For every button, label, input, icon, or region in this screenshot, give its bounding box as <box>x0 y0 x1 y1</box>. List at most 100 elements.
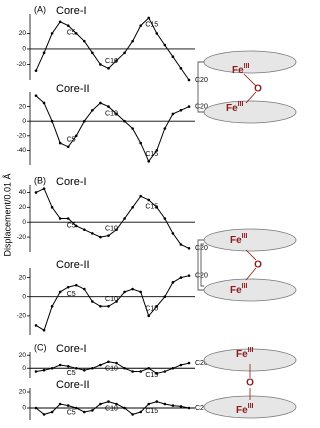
data-point <box>91 409 94 412</box>
atom-label: C15 <box>145 372 158 379</box>
data-point <box>42 368 46 372</box>
atom-label: C5 <box>67 370 76 377</box>
data-point <box>66 285 70 289</box>
data-point <box>163 295 167 299</box>
data-point <box>123 119 126 123</box>
data-point <box>123 217 126 220</box>
data-line <box>35 95 190 163</box>
data-point <box>179 363 183 367</box>
data-point <box>163 43 167 47</box>
data-point <box>147 402 151 406</box>
panel-label: (A) <box>34 4 46 14</box>
data-point <box>34 324 38 327</box>
data-point <box>163 127 167 130</box>
data-point <box>74 32 78 35</box>
data-point <box>99 363 102 367</box>
bridge-label: O <box>246 378 254 389</box>
data-point <box>171 281 175 284</box>
data-point <box>155 206 159 209</box>
data-point <box>74 366 78 370</box>
atom-label: C15 <box>145 151 158 158</box>
bond <box>243 73 257 87</box>
data-point <box>171 404 175 407</box>
disk <box>203 50 297 74</box>
metal: Fe <box>226 103 238 114</box>
data-point <box>99 63 102 66</box>
atom-label: C20 <box>195 103 208 110</box>
y-tick-label: -20 <box>17 133 27 140</box>
data-point <box>131 413 134 416</box>
metal-label: FeIII <box>236 347 254 360</box>
atom-label: C10 <box>105 296 118 303</box>
data-point <box>139 370 142 373</box>
chart-title: Core-II <box>56 379 90 391</box>
data-point <box>50 32 54 35</box>
connector <box>197 239 204 291</box>
data-point <box>115 228 118 231</box>
data-point <box>147 366 151 370</box>
data-point <box>187 246 191 250</box>
data-point <box>66 404 70 407</box>
atom-label: C5 <box>67 291 76 298</box>
data-point <box>179 276 183 279</box>
data-point <box>131 39 134 43</box>
data-point <box>58 402 62 406</box>
chart-title: Core-I <box>56 5 87 17</box>
y-tick-label: 0 <box>22 293 26 300</box>
data-point <box>155 32 159 35</box>
atom-label: C20 <box>195 77 208 84</box>
y-tick-label: 0 <box>22 405 26 412</box>
data-point <box>99 402 102 406</box>
atom-label: C10 <box>105 225 118 232</box>
oxidation: III <box>242 283 248 290</box>
y-tick-label: -20 <box>17 61 27 68</box>
data-line <box>35 188 190 249</box>
data-point <box>107 400 110 403</box>
disk <box>203 100 297 124</box>
atom-label: C15 <box>145 22 158 29</box>
data-point <box>179 67 183 70</box>
atom-label: C5 <box>67 137 76 144</box>
chart-title: Core-II <box>56 83 90 95</box>
y-tick-label: 40 <box>19 189 27 196</box>
data-point <box>34 69 38 72</box>
data-point <box>131 370 134 373</box>
data-point <box>139 24 142 27</box>
data-point <box>50 366 54 370</box>
chart-title: Core-II <box>56 259 90 271</box>
data-point <box>147 314 151 318</box>
atom-label: C20 <box>195 360 208 367</box>
data-point <box>131 127 134 130</box>
data-point <box>115 361 118 365</box>
data-point <box>187 78 191 82</box>
data-point <box>83 119 86 123</box>
y-axis-label: Displacement/0.01 Å <box>2 173 12 256</box>
data-point <box>107 360 110 364</box>
data-point <box>34 406 38 410</box>
data-point <box>107 67 110 70</box>
data-point <box>123 51 126 55</box>
data-point <box>171 112 175 116</box>
y-tick-label: 0 <box>22 46 26 53</box>
data-point <box>91 366 94 370</box>
bond <box>245 249 257 261</box>
oxidation: III <box>238 101 244 108</box>
data-point <box>171 366 175 370</box>
data-point <box>147 160 151 163</box>
data-point <box>74 283 78 287</box>
y-tick-label: -20 <box>17 234 27 241</box>
data-point <box>155 304 159 308</box>
figure: Displacement/0.01 Å -20 0 20 (A) Core-I C5 C10… <box>2 4 297 420</box>
data-point <box>123 290 126 294</box>
atom-label: C10 <box>105 405 118 412</box>
data-point <box>50 304 54 308</box>
data-point <box>107 105 110 108</box>
y-tick-label: 0 <box>22 365 26 372</box>
data-point <box>155 149 159 152</box>
y-tick-label: 20 <box>19 389 27 396</box>
data-point <box>66 145 70 149</box>
data-point <box>107 234 110 237</box>
data-point <box>91 108 94 112</box>
data-point <box>83 228 86 231</box>
data-point <box>50 119 54 123</box>
